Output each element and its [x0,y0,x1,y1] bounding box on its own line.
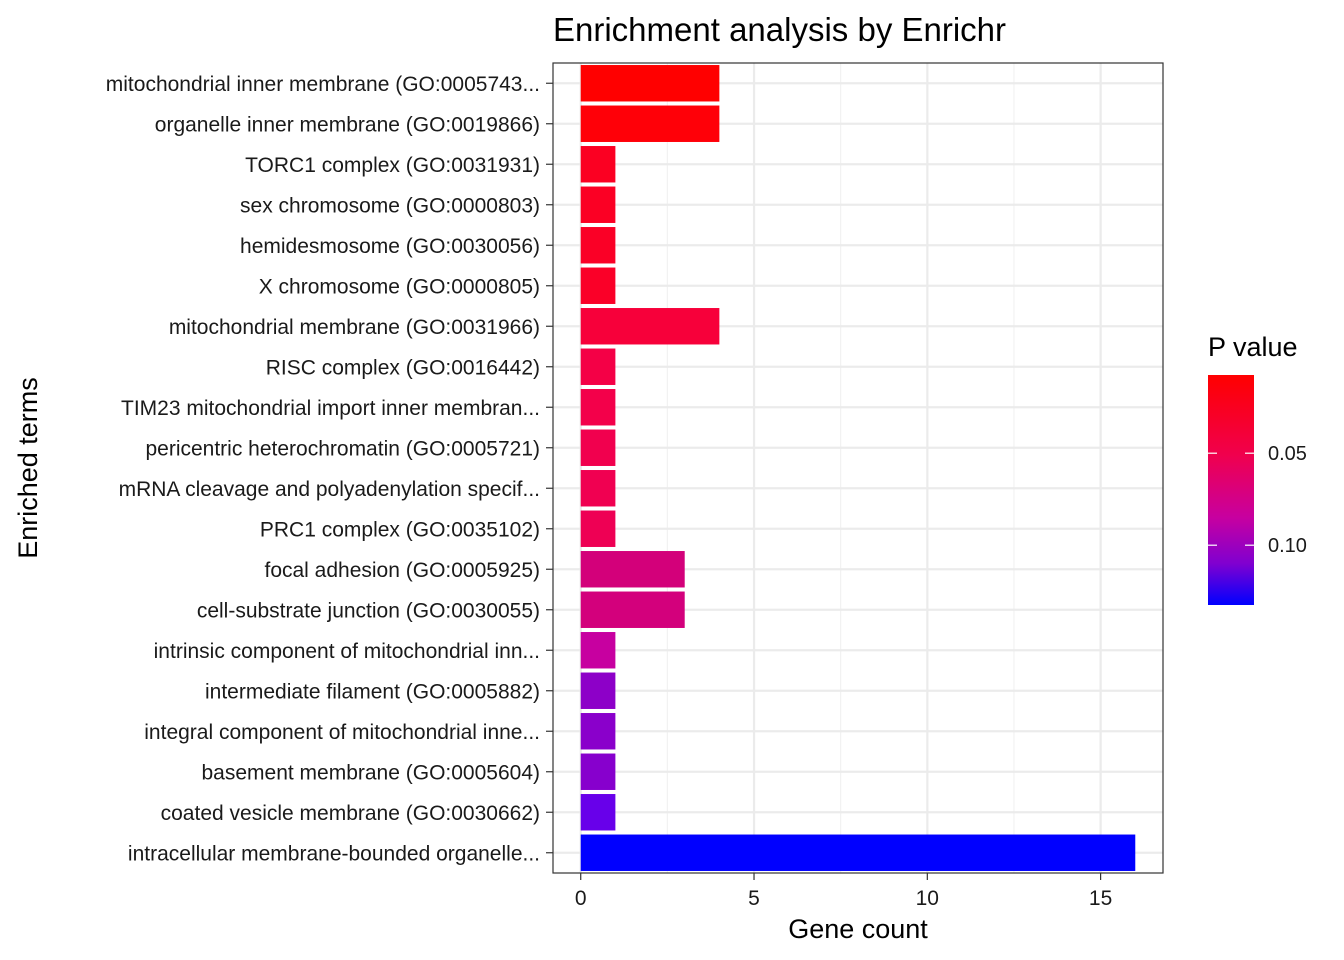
bar [580,510,616,547]
y-tick-label: PRC1 complex (GO:0035102) [260,518,540,541]
y-tick-label: TORC1 complex (GO:0031931) [245,154,540,177]
y-tick-label: pericentric heterochromatin (GO:0005721) [145,437,540,460]
legend-ticks: 0.05 0.10 [1208,443,1307,557]
plot-panel-border [552,62,1164,874]
y-tick-label: mitochondrial inner membrane (GO:0005743… [106,73,540,96]
x-axis-title: Gene count [788,914,928,944]
bar [580,713,616,750]
plot-panel [553,63,1163,873]
y-tick-label: basement membrane (GO:0005604) [201,761,540,784]
bar [580,591,685,628]
bar [580,105,720,142]
bar [580,389,616,426]
x-tick-label: 10 [916,887,939,910]
bar [580,551,685,588]
bar [580,227,616,264]
y-tick-label: organelle inner membrane (GO:0019866) [155,113,540,136]
x-tick-label: 5 [748,887,760,910]
y-tick-label: integral component of mitochondrial inne… [144,721,540,744]
y-axis: mitochondrial inner membrane (GO:0005743… [106,73,553,865]
legend-tick-label: 0.10 [1268,535,1307,557]
y-tick-label: cell-substrate junction (GO:0030055) [197,599,540,622]
chart-title: Enrichment analysis by Enrichr [553,11,1006,48]
bar [580,267,616,304]
color-legend: P value 0.05 0.10 [1208,332,1307,605]
legend-tick-label: 0.05 [1268,443,1307,465]
y-tick-label: hemidesmosome (GO:0030056) [240,235,540,258]
y-tick-label: sex chromosome (GO:0000803) [240,194,540,217]
x-tick-label: 0 [575,887,587,910]
y-axis-title: Enriched terms [13,377,43,559]
bar [580,146,616,183]
y-tick-label: mRNA cleavage and polyadenylation specif… [119,478,540,501]
bar [580,65,720,102]
bar [580,794,616,831]
x-tick-label: 15 [1089,887,1112,910]
bar [580,186,616,223]
bar [580,672,616,709]
y-tick-label: X chromosome (GO:0000805) [259,275,540,298]
legend-color-bar [1208,375,1254,605]
y-tick-label: intracellular membrane-bounded organelle… [128,842,540,865]
bar [580,753,616,790]
x-axis: 0 5 10 15 [575,873,1112,910]
bars [580,65,1136,871]
y-tick-label: TIM23 mitochondrial import inner membran… [121,397,540,420]
y-tick-label: RISC complex (GO:0016442) [266,356,540,379]
bar [580,308,720,345]
bar [580,348,616,385]
grid-lines [553,63,1163,873]
legend-title: P value [1208,332,1298,362]
y-tick-label: intermediate filament (GO:0005882) [205,680,540,703]
bar [580,470,616,507]
bar [580,632,616,669]
bar [580,834,1136,871]
bar [580,429,616,466]
y-tick-label: focal adhesion (GO:0005925) [264,559,540,582]
y-tick-label: mitochondrial membrane (GO:0031966) [169,316,540,339]
y-tick-label: coated vesicle membrane (GO:0030662) [161,802,540,825]
y-tick-label: intrinsic component of mitochondrial inn… [154,640,540,663]
